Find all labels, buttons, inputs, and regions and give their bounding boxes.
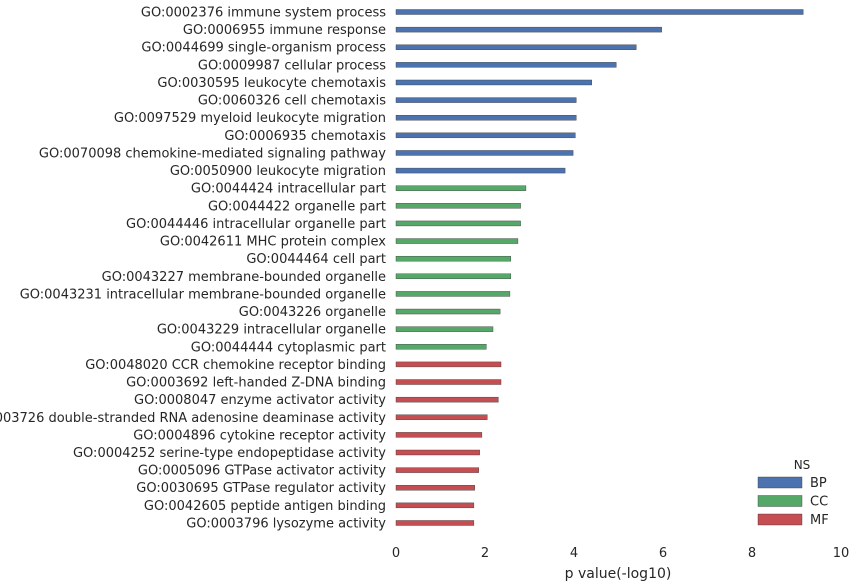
bar-17 — [395, 291, 511, 297]
category-label: GO:0002376 immune system process — [141, 6, 386, 21]
legend-label-cc: CC — [810, 495, 828, 510]
category-label: GO:0008047 enzyme activator activity — [134, 393, 386, 408]
bar-8 — [395, 132, 576, 139]
legend-label-mf: MF — [810, 513, 829, 528]
bar-25 — [395, 432, 483, 438]
category-label: GO:0042605 peptide antigen binding — [144, 499, 386, 514]
x-tick-label: 10 — [833, 546, 850, 561]
category-label: GO:0048020 CCR chemokine receptor bindin… — [85, 358, 386, 373]
x-tick-label: 4 — [570, 546, 578, 561]
bar-26 — [395, 449, 480, 456]
bar-4 — [395, 62, 617, 68]
category-label: GO:0003726 double-stranded RNA adenosine… — [0, 411, 386, 426]
bar-5 — [395, 79, 593, 86]
bar-28 — [395, 485, 475, 491]
bar-16 — [395, 273, 512, 279]
category-label: GO:0006955 immune response — [183, 23, 386, 38]
category-label: GO:0060326 cell chemotaxis — [198, 94, 386, 109]
category-label: GO:0044464 cell part — [246, 252, 386, 267]
category-label: GO:0043231 intracellular membrane-bounde… — [20, 287, 386, 302]
category-label: GO:0044444 cytoplasmic part — [191, 340, 386, 355]
legend-title: NS — [794, 458, 811, 472]
bar-9 — [395, 150, 574, 156]
bar-23 — [395, 396, 499, 403]
category-label: GO:0030595 leukocyte chemotaxis — [157, 76, 386, 91]
category-label: GO:0043229 intracellular organelle — [157, 323, 386, 338]
bars-layer — [395, 9, 804, 526]
bar-20 — [395, 344, 487, 350]
category-label: GO:0070098 chemokine-mediated signaling … — [39, 146, 386, 161]
category-label: GO:0044699 single-organism process — [141, 41, 386, 56]
category-label: GO:0097529 myeloid leukocyte migration — [114, 111, 386, 126]
bar-24 — [395, 414, 488, 420]
x-axis-title: p value(-log10) — [565, 566, 672, 582]
legend: NS BP CC MF — [757, 458, 829, 528]
bar-3 — [395, 44, 637, 50]
bar-15 — [395, 255, 512, 262]
x-tick-label: 8 — [748, 546, 756, 561]
bar-30 — [395, 520, 475, 526]
legend-entries: BP CC MF — [757, 476, 829, 528]
category-label: GO:0030695 GTPase regulator activity — [136, 481, 386, 496]
category-label: GO:0004252 serine-type endopeptidase act… — [73, 446, 386, 461]
bar-10 — [395, 167, 566, 174]
category-label: GO:0004896 cytokine receptor activity — [133, 428, 386, 443]
bar-6 — [395, 97, 577, 103]
category-label: GO:0009987 cellular process — [198, 58, 386, 73]
category-label: GO:0043226 organelle — [239, 305, 386, 320]
bar-18 — [395, 308, 501, 315]
x-tick-label: 2 — [481, 546, 489, 561]
bar-12 — [395, 203, 521, 209]
bar-21 — [395, 361, 502, 368]
bar-7 — [395, 115, 577, 121]
legend-label-bp: BP — [810, 476, 827, 491]
bar-13 — [395, 220, 521, 227]
bar-2 — [395, 26, 662, 33]
category-label: GO:0003796 lysozyme activity — [186, 516, 386, 531]
bar-27 — [395, 467, 479, 473]
category-label: GO:0050900 leukocyte migration — [170, 164, 386, 179]
bar-29 — [395, 502, 475, 509]
x-axis-ticks: 0 2 4 6 8 10 — [392, 546, 849, 561]
category-label: GO:0006935 chemotaxis — [224, 129, 386, 144]
category-label: GO:0005096 GTPase activator activity — [138, 464, 386, 479]
bar-11 — [395, 185, 527, 191]
category-label: GO:0003692 left-handed Z-DNA binding — [126, 376, 386, 391]
legend-swatch-bp — [757, 476, 803, 489]
legend-swatch-cc — [757, 495, 803, 507]
bar-22 — [395, 379, 502, 385]
x-tick-label: 6 — [659, 546, 667, 561]
category-label: GO:0043227 membrane-bounded organelle — [102, 270, 386, 285]
category-label: GO:0042611 MHC protein complex — [160, 235, 386, 250]
category-label: GO:0044422 organelle part — [208, 199, 386, 214]
category-label: GO:0044446 intracellular organelle part — [126, 217, 386, 232]
legend-swatch-mf — [757, 513, 803, 526]
bar-1 — [395, 9, 804, 15]
bar-19 — [395, 326, 494, 332]
bar-14 — [395, 238, 519, 244]
category-label: GO:0044424 intracellular part — [191, 182, 386, 197]
category-labels: GO:0002376 immune system process GO:00069… — [0, 6, 386, 532]
x-tick-label: 0 — [392, 546, 400, 561]
